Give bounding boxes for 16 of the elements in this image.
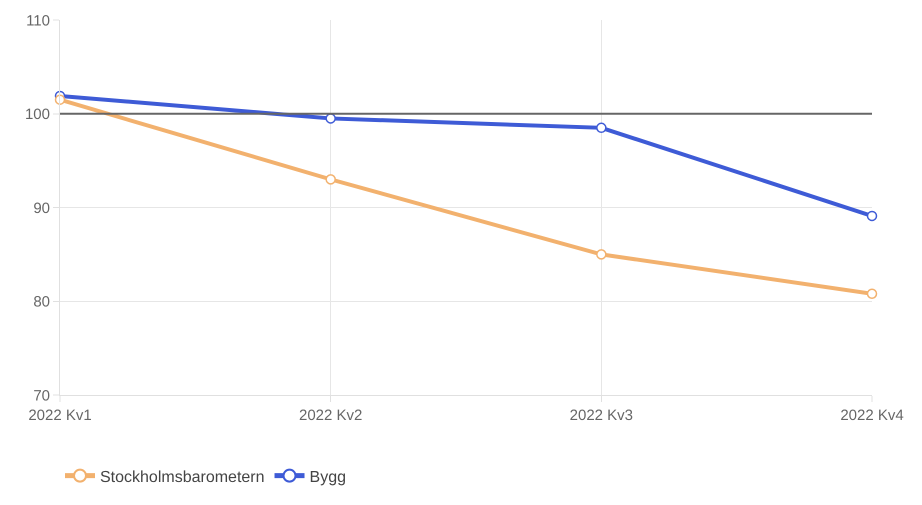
point <box>596 122 607 134</box>
point <box>866 288 878 299</box>
point <box>596 249 607 260</box>
y-tick-label: 90 <box>33 200 50 217</box>
point <box>325 174 336 185</box>
x-tick-label: 2022 Kv4 <box>840 407 904 424</box>
legend-label: Bygg <box>310 468 346 486</box>
x-tick-label: 2022 Kv3 <box>570 407 634 424</box>
y-tick-label: 70 <box>33 387 50 404</box>
x-tick-label: 2022 Kv1 <box>28 407 92 424</box>
x-tick-label: 2022 Kv2 <box>298 407 362 424</box>
y-tick-label: 100 <box>24 106 50 123</box>
y-tick-label: 80 <box>33 294 50 310</box>
legend-label: Stockholmsbarometern <box>100 468 265 486</box>
point <box>866 210 878 222</box>
y-tick-label: 110 <box>26 12 50 30</box>
